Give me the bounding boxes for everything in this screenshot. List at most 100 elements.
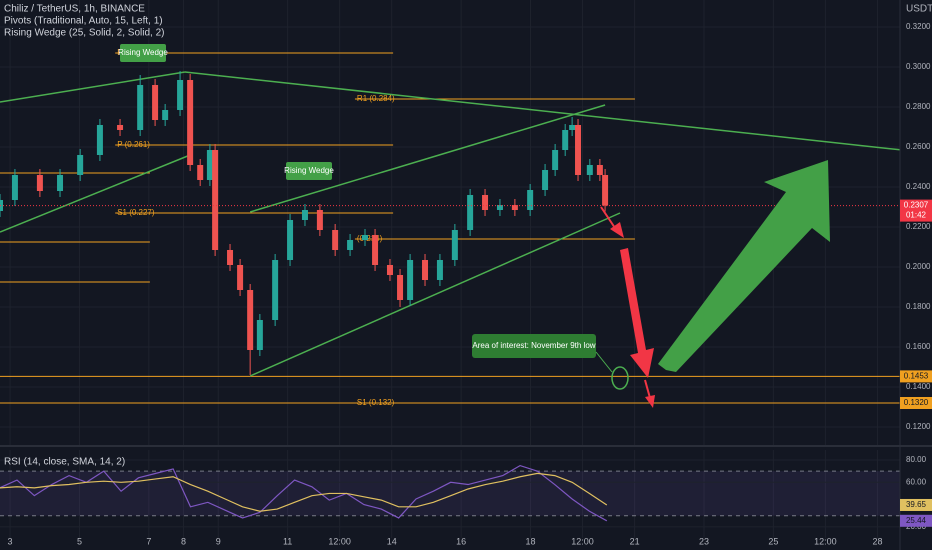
x-tick-label: 9: [216, 536, 221, 546]
price-tag: [900, 370, 932, 383]
pivot-label: (0.214): [357, 234, 383, 243]
price-tag-label: 0.1453: [904, 372, 929, 381]
rsi-value-label: 25.44: [906, 516, 927, 525]
candle-body: [0, 200, 3, 211]
x-tick-label: 12:00: [571, 536, 594, 546]
pivot-label: P (0.261): [117, 140, 150, 149]
trendline: [0, 71, 186, 103]
callout-line: [595, 351, 613, 373]
y-tick-label: 0.2400: [906, 182, 931, 191]
y-tick-label: 0.2000: [906, 262, 931, 271]
annotation-box: [120, 44, 166, 62]
y-tick-label: 0.1800: [906, 302, 931, 311]
candle-body: [397, 275, 404, 300]
y-tick-label: 0.1600: [906, 342, 931, 351]
indicator-label: Rising Wedge (25, Solid, 2, Solid, 2): [4, 28, 164, 39]
y-tick-label: 0.1200: [906, 422, 931, 431]
grid: [0, 0, 900, 538]
candle-body: [569, 125, 576, 130]
candle-body: [586, 165, 593, 175]
candle-body: [77, 155, 84, 175]
pivot-label: S1 (0.227): [117, 208, 155, 217]
x-tick-label: 5: [77, 536, 82, 546]
candle-body: [197, 165, 204, 180]
candle-body: [137, 85, 144, 130]
trendline: [249, 104, 606, 213]
candle-body: [36, 175, 43, 191]
x-tick-label: 11: [283, 536, 292, 546]
chart-title: Chiliz / TetherUS, 1h, BINANCE: [4, 4, 145, 15]
current-price-tag: [900, 199, 932, 222]
x-tick-label: 21: [630, 536, 640, 546]
candle-body: [347, 240, 354, 250]
y-tick-label: 0.3200: [906, 22, 931, 31]
candle-body: [407, 260, 414, 300]
candle-body: [386, 265, 393, 275]
candle-body: [602, 175, 609, 206]
annotation: Rising Wedge: [284, 166, 334, 175]
x-tick-label: 14: [387, 536, 397, 546]
trendline: [184, 71, 901, 151]
candle-body: [162, 110, 169, 120]
marker-ellipse: [611, 366, 629, 390]
trendline: [0, 154, 191, 233]
x-tick-label: 25: [768, 536, 778, 546]
candle-body: [177, 80, 184, 110]
arrow: [600, 206, 616, 229]
candle-body: [596, 165, 603, 175]
candle-body: [206, 150, 213, 180]
candle-body: [562, 130, 569, 150]
candle-body: [301, 210, 308, 220]
annotation-box: [472, 334, 596, 358]
candle-body: [316, 210, 323, 230]
candle-body: [256, 320, 263, 350]
rsi-value-label: 39.65: [906, 500, 927, 509]
candle-body: [57, 175, 64, 191]
candle-body: [332, 230, 339, 250]
y-tick-label: 0.2800: [906, 102, 931, 111]
rsi-line: [0, 472, 608, 512]
rsi-title: RSI (14, close, SMA, 14, 2): [4, 457, 125, 468]
x-tick-label: 12:00: [814, 536, 837, 546]
candle-body: [361, 235, 368, 240]
x-tick-label: 8: [181, 536, 186, 546]
candle-body: [187, 80, 194, 165]
y-unit: USDT: [906, 4, 932, 15]
candle-body: [117, 125, 124, 130]
candle-body: [436, 260, 443, 280]
candle-body: [372, 235, 379, 265]
rsi-band-fill: [0, 471, 900, 516]
y-tick-label: 0.2600: [906, 142, 931, 151]
candle-body: [451, 230, 458, 260]
candle-body: [152, 85, 159, 120]
candle-body: [467, 195, 474, 230]
arrow-head: [610, 222, 624, 238]
trendline: [249, 212, 621, 377]
candle-body: [527, 190, 534, 210]
x-tick-label: 3: [8, 536, 13, 546]
candle-body: [237, 265, 244, 290]
red-arrows: [600, 206, 655, 408]
rsi-line: [0, 464, 608, 522]
indicator-label: Pivots (Traditional, Auto, 15, Left, 1): [4, 16, 163, 27]
candle-body: [247, 290, 254, 350]
annotation: Area of interest: November 9th low: [472, 341, 595, 350]
annotation-box: [286, 162, 332, 180]
plot: R1P (0.261)S1 (0.227)R1 (0.284)(0.214)S1…: [0, 48, 901, 407]
rsi-tick-label: 60.00: [906, 477, 927, 486]
candle-body: [542, 170, 549, 190]
candle-body: [272, 260, 279, 320]
candle-body: [482, 195, 489, 210]
candle-body: [422, 260, 429, 280]
candle-body: [227, 250, 234, 265]
candle-body: [496, 205, 503, 210]
current-price-label: 0.2307: [904, 201, 929, 210]
candle-body: [11, 175, 18, 200]
x-tick-label: 12:00: [328, 536, 351, 546]
x-tick-label: 7: [146, 536, 151, 546]
candle-body: [287, 220, 294, 260]
rsi-tick-label: 80.00: [906, 455, 927, 464]
candle-body: [575, 125, 582, 175]
x-tick-label: 23: [699, 536, 709, 546]
